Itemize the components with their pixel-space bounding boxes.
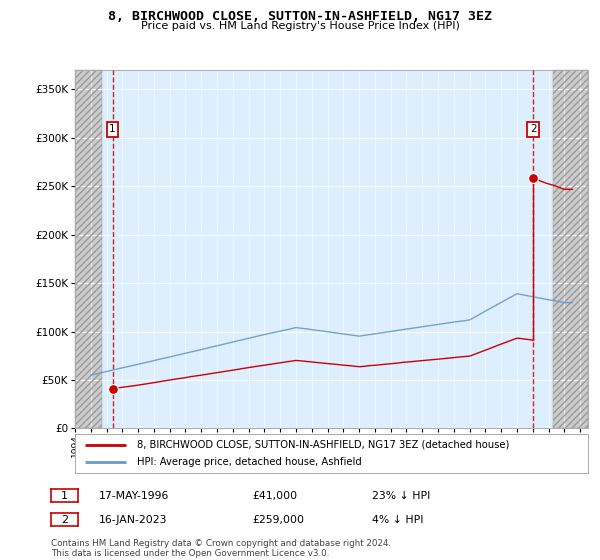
Text: 2: 2 bbox=[61, 515, 68, 525]
Text: Contains HM Land Registry data © Crown copyright and database right 2024.: Contains HM Land Registry data © Crown c… bbox=[51, 539, 391, 548]
Point bbox=[529, 173, 538, 182]
Text: 23% ↓ HPI: 23% ↓ HPI bbox=[372, 491, 430, 501]
Text: 1: 1 bbox=[109, 124, 116, 134]
Point bbox=[108, 384, 118, 393]
Text: £41,000: £41,000 bbox=[252, 491, 297, 501]
Text: 17-MAY-1996: 17-MAY-1996 bbox=[99, 491, 169, 501]
Text: 4% ↓ HPI: 4% ↓ HPI bbox=[372, 515, 424, 525]
Text: £259,000: £259,000 bbox=[252, 515, 304, 525]
Text: 1: 1 bbox=[61, 491, 68, 501]
Text: HPI: Average price, detached house, Ashfield: HPI: Average price, detached house, Ashf… bbox=[137, 457, 361, 467]
Bar bbox=[75, 70, 102, 428]
Text: Price paid vs. HM Land Registry's House Price Index (HPI): Price paid vs. HM Land Registry's House … bbox=[140, 21, 460, 31]
Text: 16-JAN-2023: 16-JAN-2023 bbox=[99, 515, 167, 525]
Text: 8, BIRCHWOOD CLOSE, SUTTON-IN-ASHFIELD, NG17 3EZ: 8, BIRCHWOOD CLOSE, SUTTON-IN-ASHFIELD, … bbox=[108, 10, 492, 23]
Text: This data is licensed under the Open Government Licence v3.0.: This data is licensed under the Open Gov… bbox=[51, 549, 329, 558]
Text: 8, BIRCHWOOD CLOSE, SUTTON-IN-ASHFIELD, NG17 3EZ (detached house): 8, BIRCHWOOD CLOSE, SUTTON-IN-ASHFIELD, … bbox=[137, 440, 509, 450]
Bar bbox=[75, 70, 102, 428]
Text: 2: 2 bbox=[530, 124, 536, 134]
Bar bbox=[553, 70, 588, 428]
Bar bbox=[553, 70, 588, 428]
